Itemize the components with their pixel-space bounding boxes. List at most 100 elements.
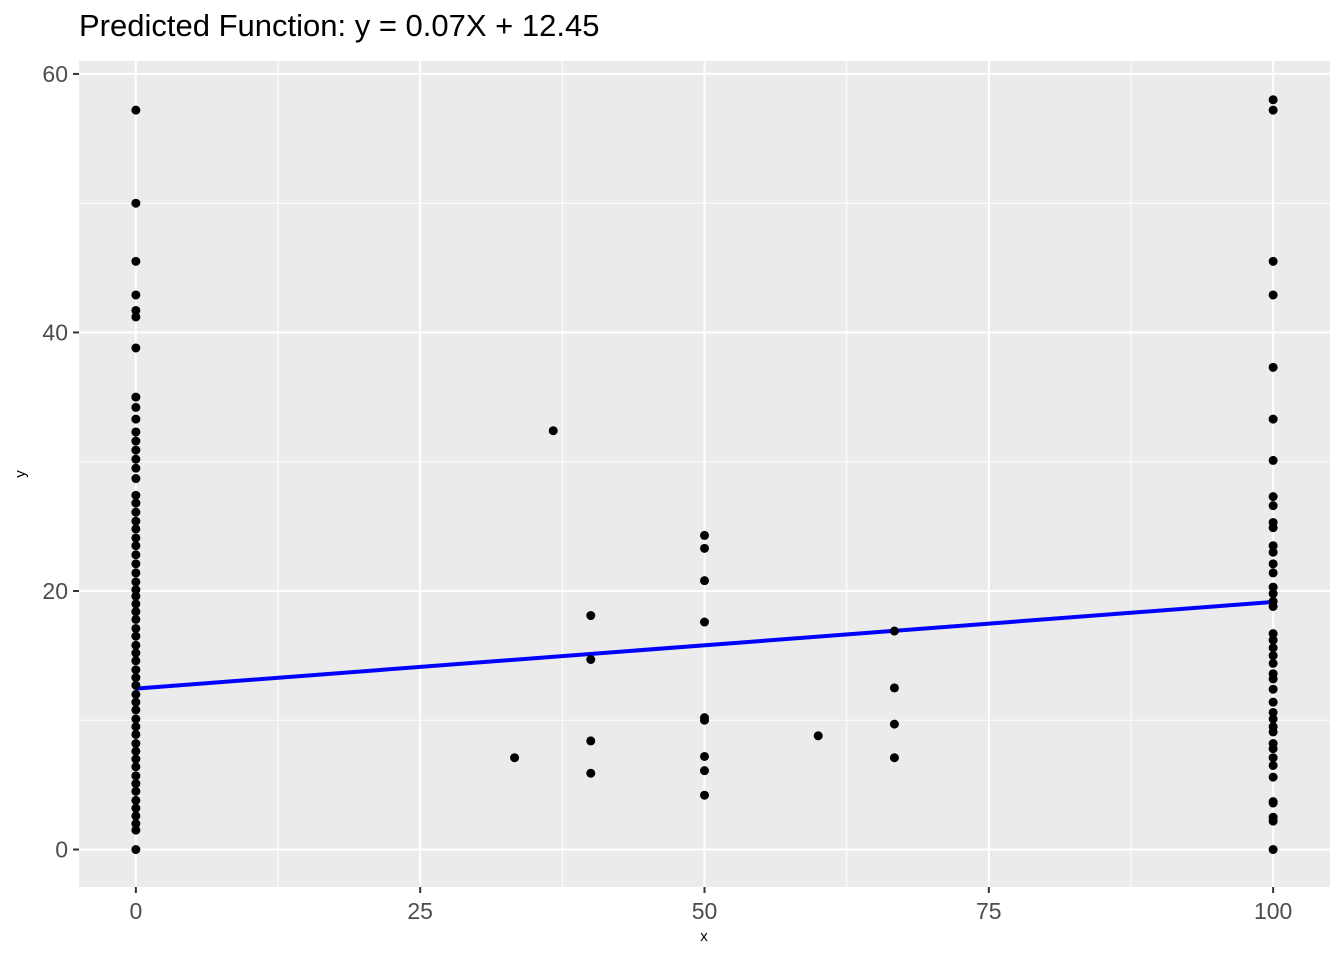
data-point [1268,714,1278,724]
x-tick-label: 50 [692,898,718,924]
data-point [131,665,141,675]
data-point [1268,816,1278,826]
data-point [131,392,141,402]
data-point [131,754,141,764]
data-point [131,436,141,446]
data-point [131,445,141,455]
data-point [700,766,709,776]
data-point [1268,256,1278,266]
data-point [131,845,141,855]
data-point [131,490,141,500]
data-point [586,654,596,664]
points-layer [131,95,1278,855]
data-point [131,507,141,517]
data-point [1268,523,1278,533]
data-point [131,697,141,707]
data-point [1268,547,1278,557]
data-point [700,715,709,725]
data-point [131,343,141,353]
data-point [1268,501,1278,511]
data-point [1268,455,1278,465]
data-point [1268,541,1278,551]
x-tick-label: 75 [976,898,1002,924]
data-point [131,533,141,543]
data-point [1268,582,1278,592]
data-point [131,786,141,796]
data-point [1268,643,1278,653]
data-point [1268,744,1278,754]
data-point [1268,414,1278,424]
data-point [131,746,141,756]
data-point [1268,651,1278,661]
data-point [131,648,141,658]
data-point [131,722,141,732]
data-point [131,550,141,560]
data-point [1268,798,1278,808]
data-point [586,611,596,621]
x-tick-label: 25 [407,898,433,924]
data-point [131,705,141,715]
y-tick-labels: 0 20 40 60 [42,61,68,863]
data-point [131,312,141,322]
data-point [1268,760,1278,770]
data-point [1268,362,1278,372]
y-axis-title: y [12,470,29,478]
data-point [700,617,709,627]
data-point [131,559,141,569]
data-point [700,530,709,540]
data-point [1268,845,1278,855]
data-point [131,779,141,789]
data-point [586,736,596,746]
data-point [1268,105,1278,115]
data-point [131,739,141,749]
data-point [131,498,141,508]
data-point [700,790,709,800]
data-point [700,751,709,761]
data-point [131,811,141,821]
data-point [1268,492,1278,502]
y-tick-label: 20 [42,578,68,604]
data-point [131,795,141,805]
data-point [548,426,558,436]
x-tick-label: 0 [129,898,142,924]
axis-ticks [73,72,1275,893]
data-point [700,576,709,586]
data-point [131,825,141,835]
fit-line [135,599,1274,691]
data-point [700,543,709,553]
data-point [131,771,141,781]
chart-title: Predicted Function: y = 0.07X + 12.45 [79,8,600,43]
data-point [131,762,141,772]
data-point [131,819,141,829]
data-point [510,753,520,763]
y-tick-label: 0 [55,837,68,863]
data-point [131,516,141,526]
data-point [131,454,141,464]
data-point [131,607,141,617]
data-point [131,656,141,666]
data-point [1268,601,1278,611]
data-point [131,463,141,473]
data-point [131,623,141,633]
data-point [1268,684,1278,694]
x-tick-labels: 0 25 50 75 100 [129,898,1292,924]
data-point [586,768,596,778]
fit-line-layer [135,599,1274,691]
data-point [131,414,141,424]
data-point [889,683,899,693]
data-point [131,640,141,650]
data-point [1268,707,1278,717]
data-point [131,577,141,587]
data-point [131,524,141,534]
data-point [131,614,141,624]
data-point [889,719,899,729]
data-point [131,680,141,690]
data-point [131,631,141,641]
data-point [1268,568,1278,578]
data-point [131,803,141,813]
data-point [1268,697,1278,707]
data-point [131,541,141,551]
x-axis-title: x [700,928,708,945]
data-point [889,626,899,636]
data-point [131,198,141,208]
